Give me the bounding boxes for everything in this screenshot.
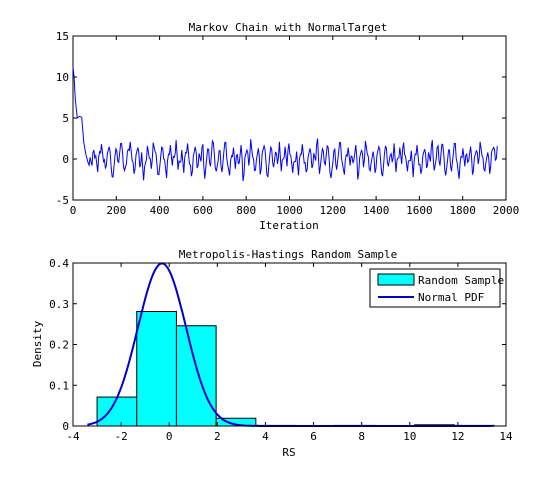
chart1-ytick-label: 10 xyxy=(56,71,69,84)
chart1-ticks: 0 200 400 600 800 1000 1200 1400 1600 1800 2000-50… xyxy=(56,30,520,217)
histogram-bar xyxy=(136,310,177,427)
chart2-xtick-label: 0 xyxy=(166,430,173,443)
chart2-ylabel: Density xyxy=(31,320,44,367)
chart1-xtick-label: 800 xyxy=(236,204,256,217)
chart2-xtick-label: 12 xyxy=(451,430,464,443)
chart1-series-line xyxy=(72,67,498,182)
chart2-legend: Random Sample Normal PDF xyxy=(369,268,504,308)
chart-mh-histogram: Metropolis-Hastings Random Sample -4 -2 0 2… xyxy=(31,248,513,459)
chart2-xtick-label: 6 xyxy=(310,430,317,443)
legend-label-normal-pdf: Normal PDF xyxy=(418,291,484,304)
chart2-ytick-label: 0 xyxy=(62,420,69,433)
legend-swatch-random-sample xyxy=(377,273,415,286)
legend-label-random-sample: Random Sample xyxy=(418,274,504,287)
chart2-xtick-label: 4 xyxy=(262,430,269,443)
histogram-bar xyxy=(96,396,138,427)
chart1-xtick-label: 1200 xyxy=(320,204,347,217)
chart2-xtick-label: 2 xyxy=(214,430,221,443)
chart1-xlabel: Iteration xyxy=(259,219,319,232)
chart2-xtick-label: -4 xyxy=(66,430,80,443)
chart2-ytick-label: 0.1 xyxy=(49,379,69,392)
chart1-title: Markov Chain with NormalTarget xyxy=(189,21,388,34)
chart2-xtick-label: 14 xyxy=(499,430,513,443)
chart1-xtick-label: 400 xyxy=(150,204,170,217)
chart2-ytick-label: 0.2 xyxy=(49,339,69,352)
chart1-ytick-label: -5 xyxy=(56,194,69,207)
chart1-axes-box xyxy=(72,35,507,201)
chart-markov-chain: Markov Chain with NormalTarget 0 200 400 60… xyxy=(56,21,520,232)
histogram-bar xyxy=(175,325,217,427)
chart2-xtick-label: -2 xyxy=(114,430,127,443)
chart2-ticks: -4 -2 0 2 4 6 8 10 12 14 0 0.1 0.2 0.3 0.4 xyxy=(49,257,513,443)
chart1-xtick-label: 200 xyxy=(106,204,126,217)
chart1-ytick-label: 5 xyxy=(62,112,69,125)
chart1-xtick-label: 1400 xyxy=(363,204,390,217)
chart1-ytick-label: 15 xyxy=(56,30,69,43)
chart2-ytick-label: 0.3 xyxy=(49,298,69,311)
chart2-ytick-label: 0.4 xyxy=(49,257,69,270)
chart2-histogram-bars xyxy=(96,310,495,427)
chart1-xtick-label: 2000 xyxy=(493,204,520,217)
chart2-title: Metropolis-Hastings Random Sample xyxy=(179,248,398,261)
chart1-xtick-label: 1000 xyxy=(276,204,303,217)
chart2-xtick-label: 10 xyxy=(403,430,416,443)
chart1-xtick-label: 1800 xyxy=(449,204,476,217)
chart1-xtick-label: 600 xyxy=(193,204,213,217)
chart2-xtick-label: 8 xyxy=(358,430,365,443)
chart2-xlabel: RS xyxy=(282,446,295,459)
chart1-xtick-label: 0 xyxy=(70,204,77,217)
chart1-xtick-label: 1600 xyxy=(406,204,433,217)
chart1-ytick-label: 0 xyxy=(62,153,69,166)
